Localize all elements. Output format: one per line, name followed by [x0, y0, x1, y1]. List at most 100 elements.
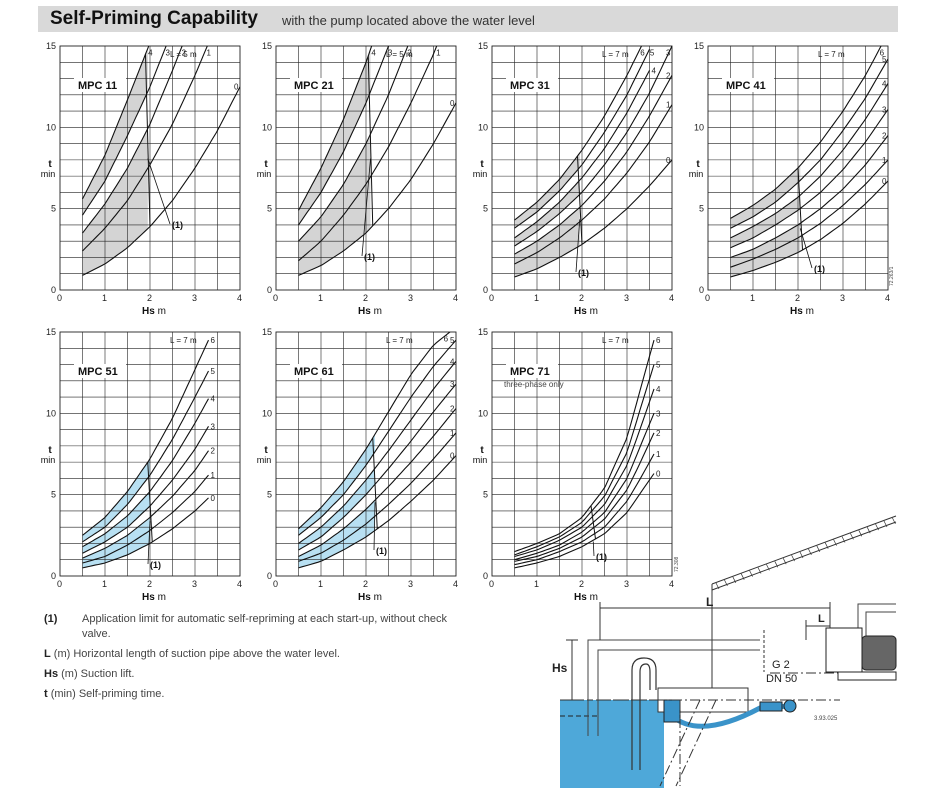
- application-limit-line: [367, 55, 374, 226]
- x-tick-label: 3: [408, 293, 413, 303]
- y-tick-label: 10: [478, 122, 488, 132]
- x-axis-label: Hs m: [358, 592, 382, 603]
- plot-frame: [275, 45, 457, 291]
- series-label-1: 1: [882, 156, 887, 165]
- x-tick-label: 1: [318, 293, 323, 303]
- annotation-leader: [373, 502, 376, 551]
- x-tick-label: 2: [795, 293, 800, 303]
- shaded-band: [298, 49, 371, 225]
- series-line-1: [514, 453, 655, 566]
- series-label-3: 3: [656, 409, 661, 418]
- series-line-3: [82, 426, 209, 554]
- section-subtitle: with the pump located above the water le…: [282, 13, 535, 28]
- y-axis-unit: min: [41, 455, 56, 465]
- x-tick-label: 0: [273, 579, 278, 589]
- section-header: Self-Priming Capability with the pump lo…: [38, 6, 898, 32]
- application-limit-line: [577, 155, 583, 245]
- shaded-band: [298, 500, 375, 562]
- series-line-5: [298, 339, 456, 536]
- y-axis-label: t: [264, 445, 268, 456]
- y-tick-label: 5: [267, 490, 272, 500]
- chart-title: MPC 61: [294, 366, 334, 378]
- series-line-4: [298, 46, 373, 211]
- annotation-label: (1): [596, 552, 607, 562]
- y-tick-label: 15: [262, 41, 272, 51]
- x-tick-label: 1: [534, 293, 539, 303]
- series-line-4: [730, 83, 888, 239]
- series-label-1: 1: [211, 471, 216, 480]
- figure-code-a: 72.263/1: [889, 266, 895, 286]
- x-axis-label: Hs m: [142, 592, 166, 603]
- x-tick-label: 3: [624, 579, 629, 589]
- series-line-2: [298, 408, 456, 557]
- series-label-5: 5: [650, 49, 655, 58]
- series-line-4: [514, 70, 650, 239]
- annotation-leader: [575, 219, 581, 273]
- shaded-band: [514, 221, 580, 277]
- y-tick-label: 0: [483, 285, 488, 295]
- annotation-leader: [799, 228, 813, 269]
- shaded-band: [298, 434, 375, 536]
- y-axis-label: t: [480, 445, 484, 456]
- y-tick-label: 15: [46, 327, 56, 337]
- l-label: L = 7 m: [386, 336, 413, 345]
- series-label-3: 3: [166, 49, 171, 58]
- series-label-3: 3: [666, 49, 671, 58]
- series-label-5: 5: [656, 361, 661, 370]
- x-tick-label: 1: [102, 293, 107, 303]
- y-tick-label: 0: [51, 571, 56, 581]
- series-label-6: 6: [444, 335, 449, 344]
- x-tick-label: 3: [408, 579, 413, 589]
- y-tick-label: 15: [478, 327, 488, 337]
- x-tick-label: 4: [453, 579, 458, 589]
- legend-item-hs: Hs (m) Suction lift.: [44, 668, 135, 680]
- series-label-5: 5: [211, 367, 216, 376]
- y-axis-unit: min: [473, 455, 488, 465]
- chart-note: three-phase only: [504, 380, 564, 389]
- x-tick-label: 4: [237, 579, 242, 589]
- x-tick-label: 0: [57, 293, 62, 303]
- series-label-4: 4: [652, 66, 657, 75]
- x-tick-label: 2: [579, 293, 584, 303]
- y-axis-label: t: [264, 159, 268, 170]
- x-tick-label: 3: [192, 579, 197, 589]
- l-label: L = 7 m: [170, 336, 197, 345]
- series-line-6: [82, 339, 209, 536]
- series-label-2: 2: [450, 404, 455, 413]
- y-tick-label: 5: [483, 490, 488, 500]
- series-label-2: 2: [882, 131, 887, 140]
- series-line-2: [82, 450, 209, 559]
- x-tick-label: 2: [363, 579, 368, 589]
- y-tick-label: 10: [262, 122, 272, 132]
- x-tick-label: 0: [489, 579, 494, 589]
- y-tick-label: 15: [262, 327, 272, 337]
- series-line-3: [514, 413, 655, 561]
- shaded-band: [514, 153, 580, 229]
- section-title: Self-Priming Capability: [50, 8, 258, 29]
- series-label-0: 0: [656, 470, 661, 479]
- series-line-5: [730, 58, 888, 229]
- l-label: L = 7 m: [602, 50, 629, 59]
- l-label: L = 5 m: [386, 50, 413, 59]
- y-tick-label: 5: [51, 490, 56, 500]
- series-line-6: [730, 46, 882, 219]
- y-axis-unit: min: [41, 169, 56, 179]
- series-line-4: [298, 360, 456, 544]
- series-label-4: 4: [211, 395, 216, 404]
- series-line-4: [514, 388, 655, 558]
- annotation-label: (1): [364, 252, 375, 262]
- x-tick-label: 0: [705, 293, 710, 303]
- application-limit-line: [145, 54, 151, 227]
- x-axis-label: Hs m: [358, 306, 382, 317]
- plot-frame: [59, 331, 241, 577]
- series-label-5: 5: [450, 336, 455, 345]
- x-tick-label: 2: [579, 579, 584, 589]
- series-line-4: [82, 398, 209, 548]
- series-line-3: [82, 46, 167, 216]
- y-tick-label: 0: [699, 285, 704, 295]
- series-label-4: 4: [450, 357, 455, 366]
- series-line-1: [82, 474, 209, 564]
- y-tick-label: 10: [46, 408, 56, 418]
